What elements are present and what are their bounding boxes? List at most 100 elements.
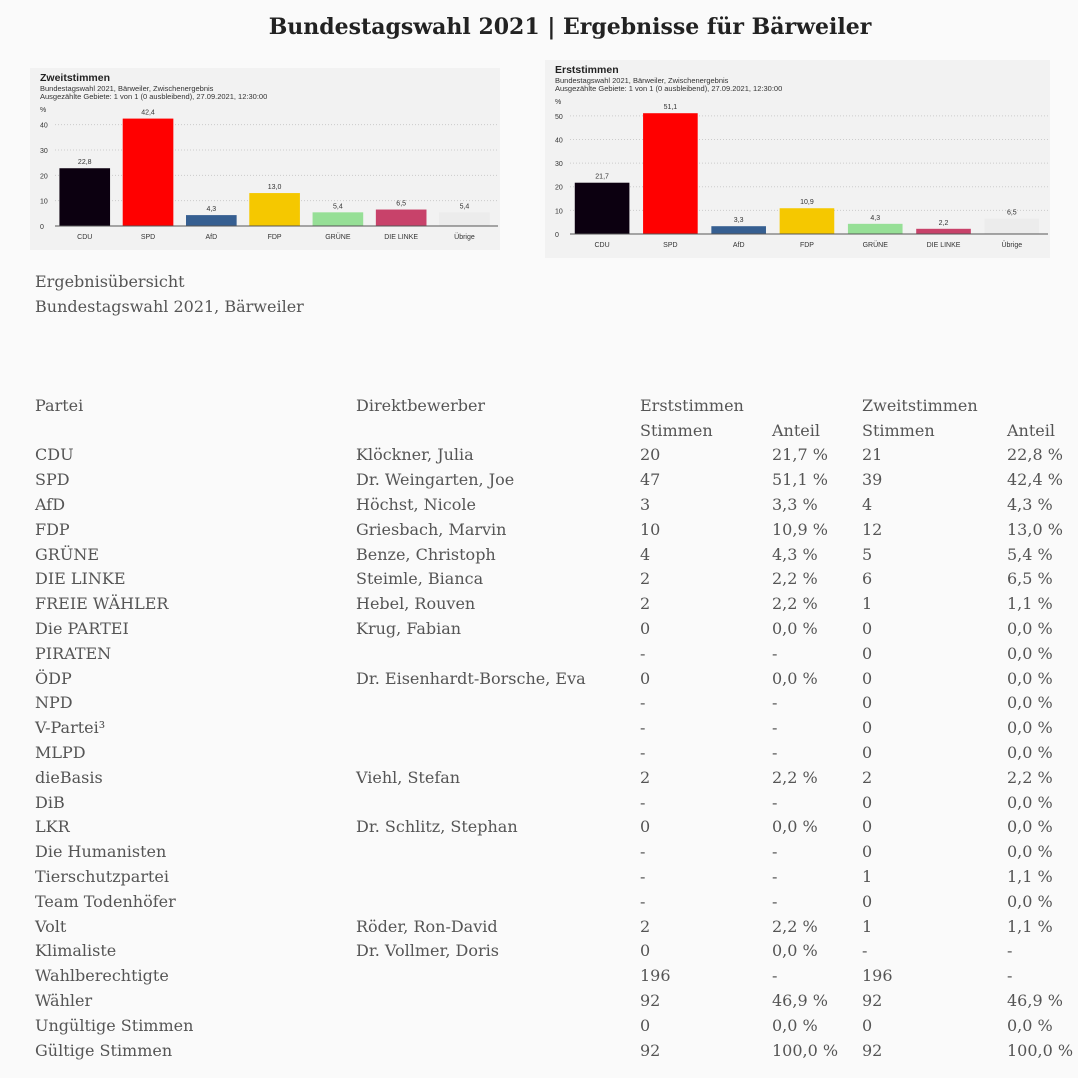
table-row: MLPD - - 0 0,0 % — [28, 740, 1077, 765]
table-cell: 12 — [862, 519, 883, 539]
table-cell: 0 — [862, 743, 873, 763]
data-label: 22,8 — [78, 159, 92, 166]
table-cell: 0 — [640, 941, 651, 961]
table-cell: 196 — [862, 966, 893, 986]
table-cell: 13,0 % — [1007, 519, 1063, 539]
table-cell: 0 — [862, 668, 873, 688]
table-cell: 0 — [640, 668, 651, 688]
x-tick-label: GRÜNE — [863, 241, 889, 249]
table-cell: Benze, Christoph — [356, 544, 496, 564]
table-cell: ÖDP — [35, 668, 72, 688]
data-label: 5,4 — [460, 203, 470, 210]
table-cell: 0 — [862, 643, 873, 663]
table-cell: 0,0 % — [772, 941, 818, 961]
table-cell — [28, 418, 349, 443]
table-cell: Erststimmen — [640, 395, 744, 415]
table-row: DiB - - 0 0,0 % — [28, 790, 1077, 815]
table-row: Wahlberechtigte 196 - 196 - — [28, 963, 1077, 988]
y-tick-label: 0 — [40, 224, 44, 231]
data-label: 42,4 — [141, 110, 155, 117]
table-cell: 22,8 % — [1007, 445, 1063, 465]
table-cell: Krug, Fabian — [356, 619, 462, 639]
table-cell: NPD — [35, 693, 73, 713]
table-cell — [349, 839, 633, 864]
table-cell: DIE LINKE — [35, 569, 126, 589]
table-cell — [349, 1013, 633, 1038]
x-tick-label: FDP — [800, 242, 814, 249]
table-cell: 0 — [862, 1015, 873, 1035]
table-cell: 46,9 % — [1007, 991, 1063, 1011]
table-cell: 3,3 % — [772, 495, 818, 515]
table-cell: 2,2 % — [772, 767, 818, 787]
chart-plot: % 0 10 20 30 40 50 21,7 CDU 51,1 SPD 3,3 AfD 10,9 FDP 4… — [555, 99, 1048, 249]
table-cell: - — [772, 743, 778, 763]
table-cell: 5 — [862, 544, 873, 564]
table-cell — [349, 988, 633, 1013]
chart-erststimmen: Erststimmen Bundestagswahl 2021, Bärweil… — [545, 60, 1050, 258]
table-row: GRÜNE Benze, Christoph 4 4,3 % 5 5,4 % — [28, 542, 1077, 567]
table-cell: PIRATEN — [35, 643, 112, 663]
table-cell: GRÜNE — [35, 544, 99, 564]
table-cell: 0 — [862, 619, 873, 639]
table-cell — [349, 691, 633, 716]
overview-title: Ergebnisübersicht — [35, 272, 185, 291]
table-cell: Partei — [35, 395, 84, 415]
table-cell: 20 — [640, 445, 661, 465]
table-row: Gültige Stimmen 92 100,0 % 92 100,0 % — [28, 1038, 1077, 1063]
table-cell: Klimaliste — [35, 941, 117, 961]
table-cell: 0 — [862, 817, 873, 837]
table-cell: 6 — [862, 569, 873, 589]
x-tick-label: AfD — [733, 242, 745, 249]
data-label: 10,9 — [800, 199, 814, 206]
table-cell: FREIE WÄHLER — [35, 594, 169, 614]
table-cell: 100,0 % — [772, 1040, 839, 1060]
table-cell — [349, 418, 633, 443]
table-cell: Team Todenhöfer — [35, 891, 176, 911]
table-cell: Hebel, Rouven — [356, 594, 476, 614]
table-cell: 42,4 % — [1007, 470, 1063, 490]
x-tick-label: Übrige — [1001, 241, 1022, 249]
table-cell: 0,0 % — [772, 817, 818, 837]
table-cell: Griesbach, Marvin — [356, 519, 507, 539]
table-row: Die Humanisten - - 0 0,0 % — [28, 839, 1077, 864]
table-row: AfD Höchst, Nicole 3 3,3 % 4 4,3 % — [28, 492, 1077, 517]
table-cell: 4 — [640, 544, 651, 564]
table-cell: 0,0 % — [1007, 718, 1053, 738]
table-cell: 0,0 % — [1007, 668, 1053, 688]
table-cell: 100,0 % — [1007, 1040, 1074, 1060]
table-cell: - — [640, 792, 646, 812]
table-cell: 10,9 % — [772, 519, 828, 539]
table-cell: Anteil — [1007, 420, 1055, 440]
data-label: 6,5 — [396, 201, 406, 208]
overview-subtitle: Bundestagswahl 2021, Bärweiler — [35, 297, 304, 316]
table-cell: 0,0 % — [1007, 693, 1053, 713]
chart-subtitle-2: Ausgezählte Gebiete: 1 von 1 (0 ausbleib… — [555, 84, 783, 93]
y-tick-label: 0 — [555, 232, 559, 239]
table-cell: SPD — [35, 470, 70, 490]
y-tick-label: 10 — [40, 199, 48, 206]
table-subheader: Stimmen Anteil Stimmen Anteil — [28, 418, 1077, 443]
table-cell: 2,2 % — [772, 569, 818, 589]
table-cell: 0,0 % — [1007, 817, 1053, 837]
table-cell: - — [772, 718, 778, 738]
bar — [249, 193, 300, 226]
table-cell: 1 — [862, 867, 873, 887]
table-cell: AfD — [35, 495, 66, 515]
data-label: 5,4 — [333, 203, 343, 210]
table-cell: 0 — [640, 619, 651, 639]
bar — [643, 113, 698, 234]
table-cell — [1000, 393, 1077, 418]
page-title: Bundestagswahl 2021 | Ergebnisse für Bär… — [268, 14, 872, 40]
table-cell: 92 — [640, 1040, 661, 1060]
bar — [186, 215, 237, 226]
table-cell: 0 — [862, 842, 873, 862]
bar — [916, 228, 971, 234]
table-row: DIE LINKE Steimle, Bianca 2 2,2 % 6 6,5 % — [28, 567, 1077, 592]
table-cell: 2 — [640, 569, 651, 589]
table-row: CDU Klöckner, Julia 20 21,7 % 21 22,8 % — [28, 443, 1077, 468]
table-cell: 2 — [640, 767, 651, 787]
data-label: 13,0 — [268, 184, 282, 191]
y-axis-unit: % — [555, 99, 561, 106]
table-cell: 0 — [640, 817, 651, 837]
table-cell: 0,0 % — [1007, 792, 1053, 812]
